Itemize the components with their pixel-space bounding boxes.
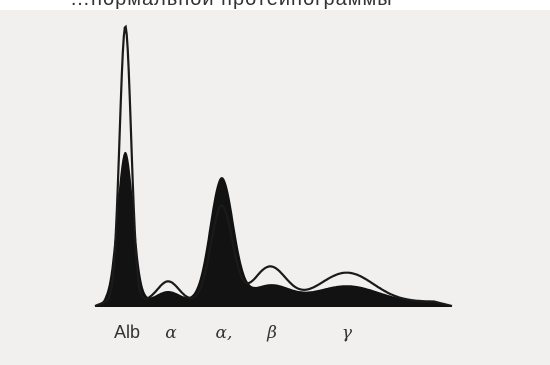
cropped-header-strip: …нормальной протеинограммы (0, 0, 550, 10)
filled-protein-curve (94, 151, 453, 307)
fraction-label-1: Alb (114, 322, 140, 342)
fraction-label-4: β (266, 323, 277, 343)
fraction-label-3: α, (216, 323, 233, 343)
cropped-header-text: …нормальной протеинограммы (70, 0, 393, 10)
fraction-label-5: γ (342, 323, 353, 343)
fraction-label-2: α (165, 323, 177, 343)
fraction-labels: Alb α α, β γ (114, 322, 353, 343)
outline-protein-curve (94, 24, 453, 308)
